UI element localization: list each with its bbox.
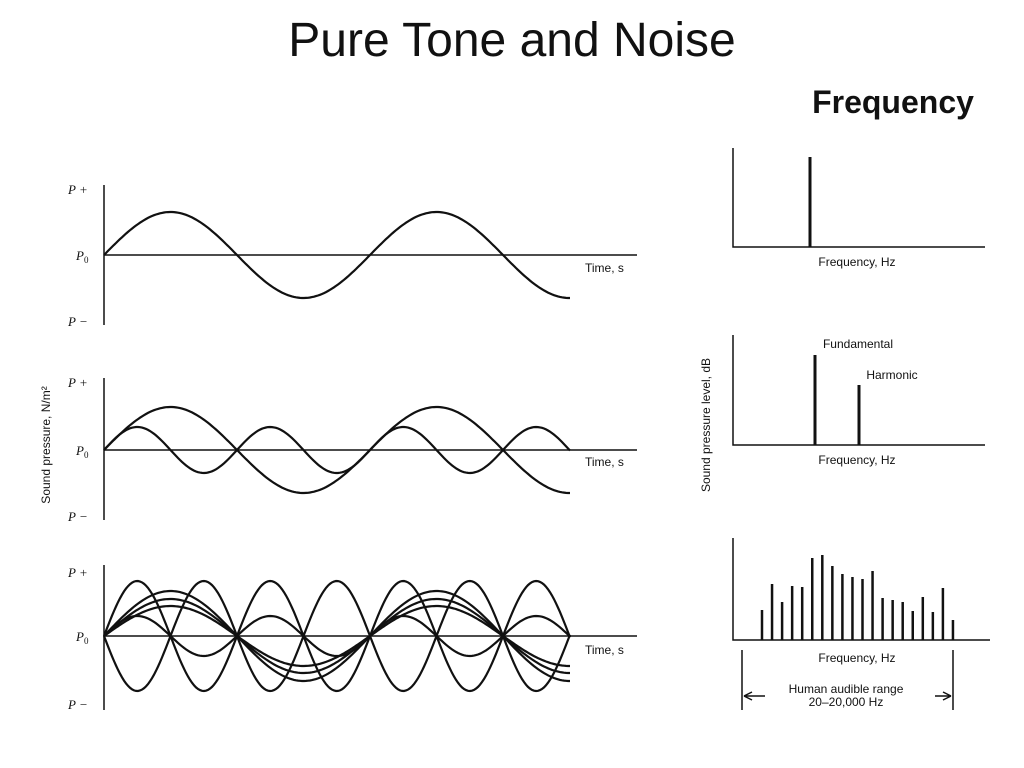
waveform — [103, 589, 570, 683]
title: Pure Tone and Noise — [288, 14, 735, 67]
waveform — [103, 210, 570, 300]
p-zero: P0 — [75, 629, 89, 646]
p-plus: P + — [67, 375, 88, 390]
time-panel: P + P0 P − Time, s — [67, 182, 637, 329]
spectrum-harmonic: Fundamental Harmonic Frequency, Hz — [732, 335, 985, 467]
p-minus: P − — [67, 314, 88, 329]
spectrum-noise: Frequency, Hz Human audible range 20–20,… — [732, 538, 990, 710]
annotation: Fundamental — [823, 337, 893, 351]
axis-label: Time, s — [585, 643, 624, 657]
time-panel: P + P0 P − Time, s — [67, 375, 637, 524]
p-minus: P − — [67, 697, 88, 712]
range-label: Human audible range — [789, 682, 904, 696]
p-zero: P0 — [75, 248, 89, 265]
p-plus: P + — [67, 565, 88, 580]
waveform — [103, 614, 571, 658]
axis-label: Time, s — [585, 455, 624, 469]
waveform — [103, 425, 571, 475]
waveform — [102, 579, 572, 693]
p-minus: P − — [67, 509, 88, 524]
p-zero: P0 — [75, 443, 89, 460]
spectrum-pure: Frequency, Hz — [732, 148, 985, 269]
subtitle: Frequency — [812, 84, 974, 120]
waveform — [103, 405, 570, 495]
axis-label: Time, s — [585, 261, 624, 275]
axis-label: Frequency, Hz — [818, 255, 895, 269]
axis-label: Frequency, Hz — [818, 651, 895, 665]
y-label: Sound pressure, N/m² — [39, 386, 53, 503]
annotation: Harmonic — [866, 368, 917, 382]
waveform — [102, 579, 572, 693]
y-label: Sound pressure level, dB — [699, 358, 713, 492]
axis-label: Frequency, Hz — [818, 453, 895, 467]
time-panel: P + P0 P − Time, s — [67, 565, 637, 712]
waveform — [103, 597, 570, 675]
p-plus: P + — [67, 182, 88, 197]
range-label: 20–20,000 Hz — [809, 695, 884, 709]
